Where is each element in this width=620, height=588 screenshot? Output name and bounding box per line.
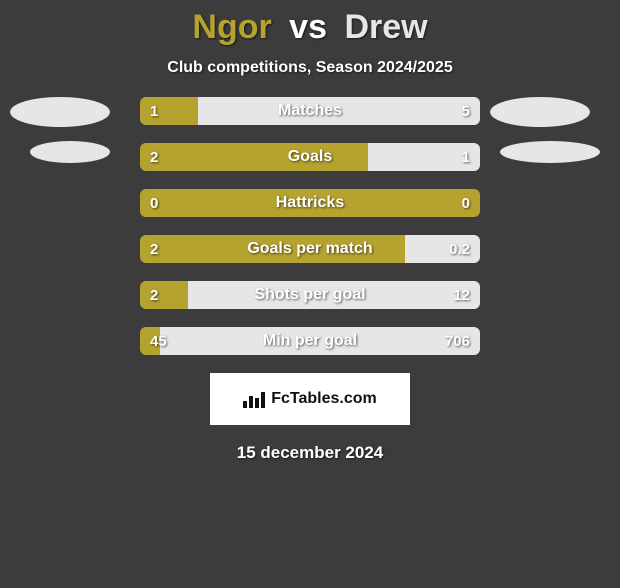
- branding-badge: FcTables.com: [210, 373, 410, 425]
- stat-bar-left: [140, 189, 480, 217]
- comparison-bars: 15Matches 21Goals 00Hattricks 20.2Goals per…: [140, 97, 480, 355]
- stat-row: 00Hattricks: [140, 189, 480, 217]
- player-a-name: Ngor: [192, 8, 271, 46]
- decor-ellipse-right-1: [490, 97, 590, 127]
- vs-separator: vs: [289, 8, 327, 46]
- stat-bar-left: [140, 235, 405, 263]
- stat-bar-left: [140, 97, 198, 125]
- comparison-content: 15Matches 21Goals 00Hattricks 20.2Goals per…: [0, 97, 620, 355]
- branding-text: FcTables.com: [271, 390, 377, 408]
- stat-row: 15Matches: [140, 97, 480, 125]
- stat-bar-left: [140, 327, 160, 355]
- subtitle-text: Club competitions, Season 2024/2025: [0, 59, 620, 77]
- stat-bar-right: [405, 235, 480, 263]
- stat-row: 212Shots per goal: [140, 281, 480, 309]
- stat-bar-right: [160, 327, 480, 355]
- stat-bar-right: [188, 281, 480, 309]
- stat-bar-right: [198, 97, 480, 125]
- stat-bar-left: [140, 281, 188, 309]
- decor-ellipse-right-2: [500, 141, 600, 163]
- comparison-title: Ngor vs Drew: [0, 8, 620, 47]
- date-text: 15 december 2024: [0, 443, 620, 463]
- stat-row: 21Goals: [140, 143, 480, 171]
- stat-row: 45706Min per goal: [140, 327, 480, 355]
- stat-bar-left: [140, 143, 368, 171]
- stat-bar-right: [368, 143, 480, 171]
- stat-row: 20.2Goals per match: [140, 235, 480, 263]
- decor-ellipse-left-1: [10, 97, 110, 127]
- decor-ellipse-left-2: [30, 141, 110, 163]
- chart-icon: [243, 390, 265, 408]
- player-b-name: Drew: [344, 8, 427, 46]
